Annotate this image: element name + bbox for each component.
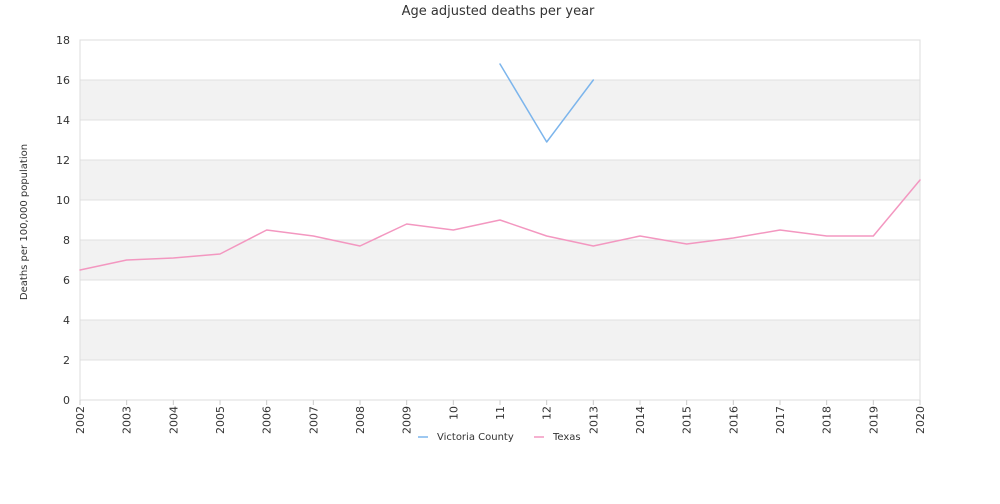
x-tick-label: 2004 bbox=[167, 406, 180, 434]
x-tick-label: 2019 bbox=[867, 406, 880, 434]
y-tick-label: 0 bbox=[63, 394, 70, 407]
x-tick-label: 2018 bbox=[821, 406, 834, 434]
y-tick-label: 18 bbox=[56, 34, 70, 47]
y-tick-label: 14 bbox=[56, 114, 70, 127]
y-tick-label: 16 bbox=[56, 74, 70, 87]
x-tick-label: 2007 bbox=[307, 406, 320, 434]
series-lines bbox=[79, 63, 921, 271]
x-tick-label: 2002 bbox=[74, 406, 87, 434]
x-tick-label: 2008 bbox=[354, 406, 367, 434]
x-tick-label: 2006 bbox=[261, 406, 274, 434]
y-tick-label: 6 bbox=[63, 274, 70, 287]
grid-band bbox=[80, 160, 920, 200]
x-tick-label: 2013 bbox=[587, 406, 600, 434]
x-tick-label: 2014 bbox=[634, 406, 647, 434]
grid-band bbox=[80, 240, 920, 280]
grid-bands bbox=[80, 80, 920, 360]
y-tick-label: 12 bbox=[56, 154, 70, 167]
y-tick-label: 8 bbox=[63, 234, 70, 247]
x-tick-label: 2015 bbox=[681, 406, 694, 434]
x-tick-label: 12 bbox=[541, 406, 554, 420]
legend-label: Victoria County bbox=[437, 432, 514, 443]
x-tick-label: 11 bbox=[494, 406, 507, 420]
series-line bbox=[499, 63, 595, 143]
y-tick-label: 10 bbox=[56, 194, 70, 207]
legend: Victoria County Texas bbox=[418, 432, 581, 443]
x-tick-label: 2009 bbox=[401, 406, 414, 434]
chart-title: Age adjusted deaths per year bbox=[402, 4, 595, 19]
series-line bbox=[79, 179, 921, 271]
x-tick-label: 10 bbox=[447, 406, 460, 420]
y-tick-label: 2 bbox=[63, 354, 70, 367]
x-tick-label: 2017 bbox=[774, 406, 787, 434]
legend-label: Texas bbox=[552, 432, 581, 443]
grid-band bbox=[80, 80, 920, 120]
x-tick-label: 2003 bbox=[121, 406, 134, 434]
y-axis-label: Deaths per 100,000 population bbox=[19, 144, 30, 300]
x-axis: 2002 2003 2004 2005 2006 2007 2008 2009 10 11 12 20… bbox=[74, 400, 927, 434]
grid-band bbox=[80, 320, 920, 360]
x-tick-label: 2020 bbox=[914, 406, 927, 434]
y-axis: 0 2 4 6 8 10 12 14 16 18 bbox=[56, 34, 70, 407]
x-tick-label: 2005 bbox=[214, 406, 227, 434]
y-tick-label: 4 bbox=[63, 314, 70, 327]
x-tick-label: 2016 bbox=[727, 406, 740, 434]
